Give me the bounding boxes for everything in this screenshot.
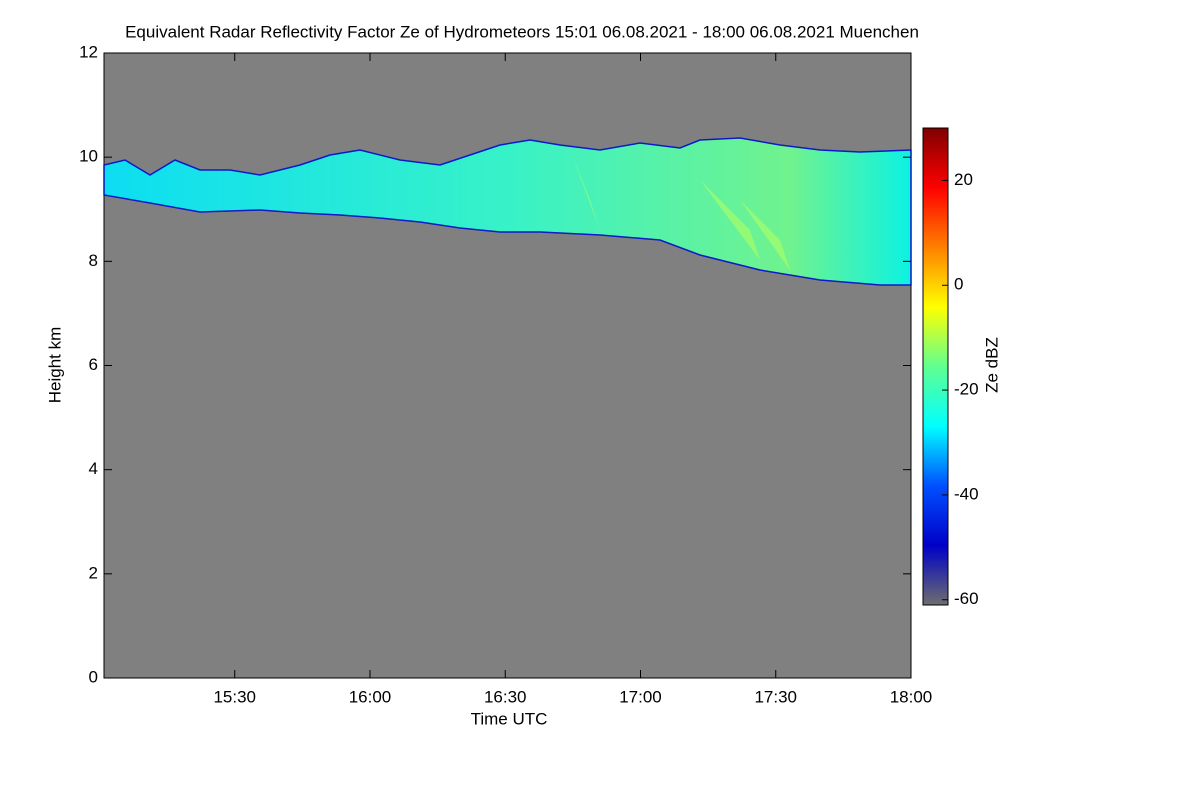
x-tick-label: 17:30 bbox=[754, 687, 797, 706]
x-tick-label: 16:00 bbox=[349, 687, 392, 706]
x-tick-label: 16:30 bbox=[484, 687, 527, 706]
colorbar-label: Ze dBZ bbox=[982, 337, 1001, 393]
colorbar-tick-label: 20 bbox=[954, 170, 973, 189]
colorbar-tick-label: 0 bbox=[954, 275, 963, 294]
colorbar-tick-label: -20 bbox=[954, 380, 979, 399]
chart-title: Equivalent Radar Reflectivity Factor Ze … bbox=[125, 22, 919, 41]
x-tick-label: 15:30 bbox=[213, 687, 256, 706]
colorbar-tick-label: -40 bbox=[954, 484, 979, 503]
x-axis-label: Time UTC bbox=[471, 709, 548, 728]
y-axis-label: Height km bbox=[45, 327, 64, 404]
y-tick-label: 4 bbox=[89, 459, 98, 478]
y-tick-label: 0 bbox=[89, 667, 98, 686]
colorbar-tick-label: -60 bbox=[954, 589, 979, 608]
y-tick-label: 10 bbox=[79, 147, 98, 166]
echo-region bbox=[103, 137, 912, 286]
y-tick-label: 2 bbox=[89, 563, 98, 582]
x-tick-label: 17:00 bbox=[619, 687, 662, 706]
colorbar bbox=[922, 127, 949, 606]
y-tick-label: 12 bbox=[79, 42, 98, 61]
y-tick-label: 6 bbox=[89, 355, 98, 374]
y-tick-label: 8 bbox=[89, 251, 98, 270]
x-tick-label: 18:00 bbox=[890, 687, 933, 706]
